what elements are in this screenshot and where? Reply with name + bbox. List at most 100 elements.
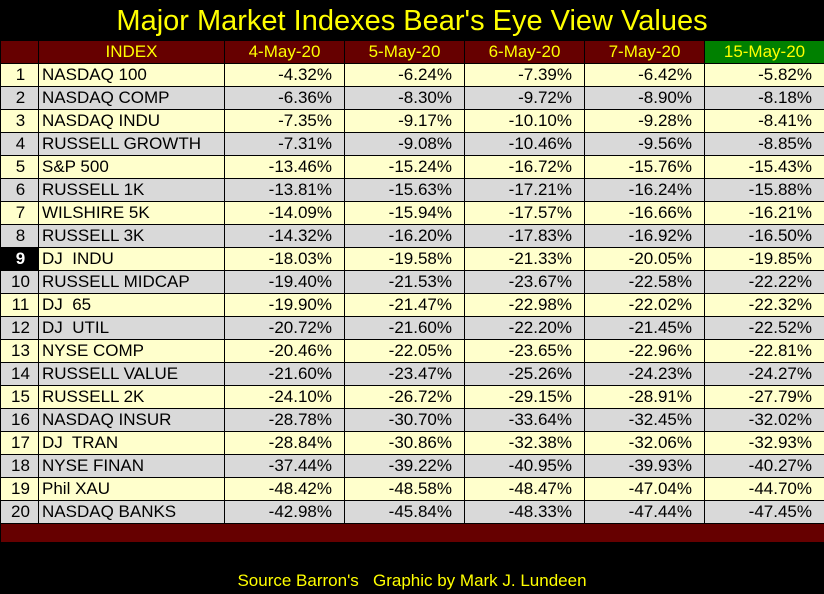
value-cell: -40.27% [704,454,824,478]
table-row: 5 S&P 500 -13.46% -15.24% -16.72% -15.76% -15.… [0,155,824,179]
value-cell: -48.42% [224,477,345,501]
value-cell: -24.27% [704,362,824,386]
chart-title: Major Market Indexes Bear's Eye View Val… [116,5,708,37]
table-row: 2 NASDAQ COMP -6.36% -8.30% -9.72% -8.90% -8.1… [0,86,824,110]
value-cell: -5.82% [704,63,824,87]
value-cell: -15.88% [704,178,824,202]
value-cell: -19.85% [704,247,824,271]
value-cell: -22.32% [704,293,824,317]
value-cell: -21.60% [224,362,345,386]
value-cell: -48.58% [344,477,465,501]
index-name-cell: WILSHIRE 5K [38,201,225,225]
value-cell: -15.43% [704,155,824,179]
value-cell: -32.45% [584,408,705,432]
rank-cell: 8 [0,224,39,248]
index-name-cell: NYSE COMP [38,339,225,363]
index-name-cell: RUSSELL 3K [38,224,225,248]
index-name-cell: RUSSELL 1K [38,178,225,202]
index-name-cell: NASDAQ INSUR [38,408,225,432]
value-cell: -7.35% [224,109,345,133]
value-cell: -22.22% [704,270,824,294]
footer-gap [359,571,373,590]
index-name-cell: DJ 65 [38,293,225,317]
value-cell: -33.64% [464,408,585,432]
footer-credit: Graphic by Mark J. Lundeen [372,571,587,590]
value-cell: -9.56% [584,132,705,156]
value-cell: -15.94% [344,201,465,225]
value-cell: -20.46% [224,339,345,363]
value-cell: -10.10% [464,109,585,133]
rank-cell: 9 [0,247,39,271]
table-row: 14 RUSSELL VALUE -21.60% -23.47% -25.26% -24.… [0,362,824,386]
value-cell: -6.36% [224,86,345,110]
value-cell: -39.93% [584,454,705,478]
header-index: INDEX [38,40,225,64]
footer-spacer-row [0,523,824,543]
index-table: INDEX 4-May-20 5-May-20 6-May-20 7-May-2… [0,40,824,543]
value-cell: -22.52% [704,316,824,340]
table-row: 17 DJ TRAN -28.84% -30.86% -32.38% -32.06% -32… [0,431,824,455]
table-row: 15 RUSSELL 2K -24.10% -26.72% -29.15% -28.91%… [0,385,824,409]
value-cell: -7.39% [464,63,585,87]
value-cell: -15.76% [584,155,705,179]
index-name-cell: NASDAQ COMP [38,86,225,110]
rank-cell: 19 [0,477,39,501]
index-name-cell: NYSE FINAN [38,454,225,478]
value-cell: -21.45% [584,316,705,340]
value-cell: -20.72% [224,316,345,340]
value-cell: -23.47% [344,362,465,386]
value-cell: -20.05% [584,247,705,271]
value-cell: -27.79% [704,385,824,409]
index-name-cell: DJ TRAN [38,431,225,455]
table-body: 1 NASDAQ 100 -4.32% -6.24% -7.39% -6.42% -5.82… [0,63,824,524]
header-date: 5-May-20 [344,40,465,64]
value-cell: -22.58% [584,270,705,294]
value-cell: -16.66% [584,201,705,225]
index-name-cell: RUSSELL 2K [38,385,225,409]
footer: Source Barron's Graphic by Mark J. Lunde… [0,570,824,592]
table-row: 13 NYSE COMP -20.46% -22.05% -23.65% -22.96% -… [0,339,824,363]
value-cell: -39.22% [344,454,465,478]
rank-cell: 14 [0,362,39,386]
rank-cell: 18 [0,454,39,478]
value-cell: -22.81% [704,339,824,363]
value-cell: -32.93% [704,431,824,455]
rank-cell: 6 [0,178,39,202]
value-cell: -22.02% [584,293,705,317]
value-cell: -14.32% [224,224,345,248]
value-cell: -26.72% [344,385,465,409]
value-cell: -13.81% [224,178,345,202]
value-cell: -8.90% [584,86,705,110]
value-cell: -48.47% [464,477,585,501]
value-cell: -9.28% [584,109,705,133]
value-cell: -42.98% [224,500,345,524]
value-cell: -15.24% [344,155,465,179]
header-rank [0,40,39,64]
index-name-cell: NASDAQ BANKS [38,500,225,524]
value-cell: -15.63% [344,178,465,202]
value-cell: -47.44% [584,500,705,524]
value-cell: -16.92% [584,224,705,248]
index-name-cell: NASDAQ 100 [38,63,225,87]
rank-cell: 10 [0,270,39,294]
value-cell: -14.09% [224,201,345,225]
value-cell: -10.46% [464,132,585,156]
rank-cell: 12 [0,316,39,340]
rank-cell: 16 [0,408,39,432]
header-date: 6-May-20 [464,40,585,64]
value-cell: -17.57% [464,201,585,225]
table-row: 20 NASDAQ BANKS -42.98% -45.84% -48.33% -47.4… [0,500,824,524]
value-cell: -8.85% [704,132,824,156]
table-row: 3 NASDAQ INDU -7.35% -9.17% -10.10% -9.28% -8.… [0,109,824,133]
index-name-cell: RUSSELL MIDCAP [38,270,225,294]
value-cell: -8.30% [344,86,465,110]
value-cell: -37.44% [224,454,345,478]
value-cell: -32.06% [584,431,705,455]
value-cell: -24.23% [584,362,705,386]
index-name-cell: RUSSELL VALUE [38,362,225,386]
rank-cell: 1 [0,63,39,87]
rank-cell: 5 [0,155,39,179]
table-row: 16 NASDAQ INSUR -28.78% -30.70% -33.64% -32.4… [0,408,824,432]
header-date-highlighted: 15-May-20 [704,40,824,64]
value-cell: -21.47% [344,293,465,317]
